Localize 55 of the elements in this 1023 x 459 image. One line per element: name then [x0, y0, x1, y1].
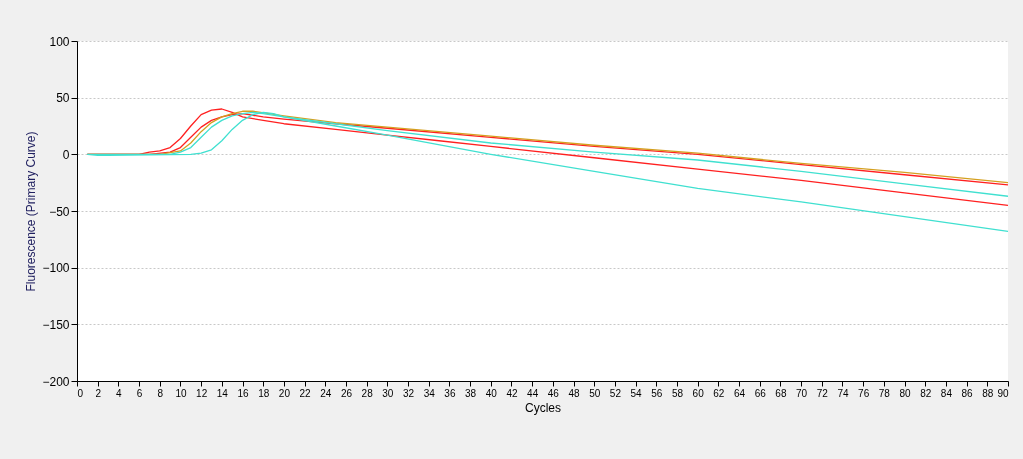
- x-tick-label: 52: [609, 387, 622, 399]
- x-tick-label: 18: [258, 387, 270, 399]
- x-tick-label: 8: [157, 387, 164, 399]
- y-tick-label: 0: [62, 147, 70, 162]
- x-tick-label: 70: [796, 387, 808, 399]
- x-tick-label: 86: [961, 387, 974, 399]
- x-tick-label: 84: [940, 387, 953, 399]
- x-tick-label: 14: [216, 387, 229, 399]
- y-tick-label: −200: [42, 374, 70, 389]
- x-tick-label: 6: [136, 387, 143, 399]
- x-tick-label: 66: [754, 387, 767, 399]
- y-axis-title: Fluorescence (Primary Curve): [24, 131, 39, 292]
- x-tick-label: 20: [278, 387, 291, 399]
- x-tick-label: 50: [589, 387, 601, 399]
- y-tick-label: −100: [42, 261, 70, 276]
- y-tick-label: 50: [56, 91, 70, 106]
- x-tick-label: 90: [997, 387, 1009, 399]
- x-tick-label: 36: [444, 387, 456, 399]
- x-tick-label: 0: [77, 387, 84, 399]
- x-tick-label: 62: [713, 387, 725, 399]
- x-tick-label: 78: [878, 387, 891, 399]
- x-tick-label: 58: [671, 387, 684, 399]
- x-tick-label: 16: [237, 387, 250, 399]
- x-tick-label: 88: [982, 387, 994, 399]
- x-tick-label: 48: [568, 387, 581, 399]
- x-tick-label: 54: [630, 387, 643, 399]
- x-tick-label: 82: [920, 387, 932, 399]
- x-axis-title: Cycles: [524, 400, 562, 415]
- x-tick-label: 46: [547, 387, 560, 399]
- x-tick-label: 56: [651, 387, 663, 399]
- x-tick-label: 68: [775, 387, 787, 399]
- x-tick-label: 12: [196, 387, 208, 399]
- x-tick-label: 64: [733, 387, 746, 399]
- x-tick-label: 28: [361, 387, 374, 399]
- y-tick-label: −50: [49, 204, 70, 219]
- x-tick-label: 38: [465, 387, 477, 399]
- x-tick-label: 44: [527, 387, 539, 399]
- x-tick-label: 42: [506, 387, 518, 399]
- x-tick-label: 24: [320, 387, 332, 399]
- y-tick-label: 100: [49, 34, 70, 49]
- x-tick-label: 72: [816, 387, 829, 399]
- x-tick-label: 10: [175, 387, 187, 399]
- x-tick-label: 30: [382, 387, 394, 399]
- x-tick-label: 76: [858, 387, 870, 399]
- x-tick-label: 34: [423, 387, 436, 399]
- x-tick-label: 32: [402, 387, 415, 399]
- x-tick-label: 22: [299, 387, 312, 399]
- x-tick-label: 2: [95, 387, 102, 399]
- x-tick-label: 40: [485, 387, 498, 399]
- x-tick-label: 4: [116, 387, 123, 399]
- x-tick-label: 60: [692, 387, 705, 399]
- x-tick-label: 26: [340, 387, 353, 399]
- x-tick-label: 80: [899, 387, 912, 399]
- x-tick-label: 74: [837, 387, 849, 399]
- y-tick-label: −150: [42, 317, 70, 332]
